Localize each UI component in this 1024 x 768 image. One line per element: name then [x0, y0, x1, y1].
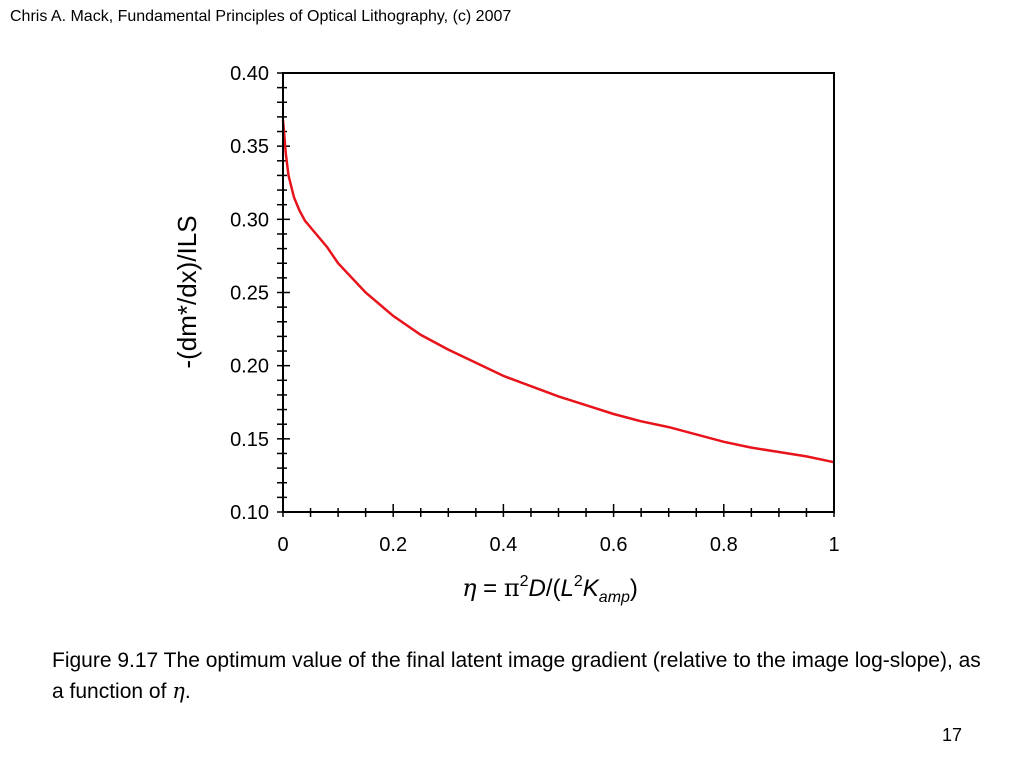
eta-symbol: η: [172, 679, 185, 703]
y-tick-label: 0.10: [230, 502, 269, 524]
y-tick-label: 0.25: [230, 283, 269, 305]
x-tick-label: 0.2: [379, 534, 407, 556]
data-line: [281, 119, 835, 464]
y-tick-label: 0.35: [230, 136, 269, 158]
l-symbol: L: [561, 575, 574, 602]
x-tick-labels: 0 0.2 0.4 0.6 0.8 1: [277, 534, 839, 556]
equals-sign: =: [476, 575, 503, 602]
y-tick-labels: 0.10 0.15 0.20 0.25 0.30 0.35 0.40: [230, 63, 269, 524]
slide-header: Chris A. Mack, Fundamental Principles of…: [10, 8, 512, 25]
subscript-amp: amp: [599, 589, 630, 606]
d-symbol: D: [529, 575, 546, 602]
x-tick-label: 1: [828, 534, 839, 556]
chart: 0.100.150.200.250.300.350.40 0 0.2 0.4 0.6 0…: [172, 63, 840, 606]
page-number: 17: [941, 725, 962, 745]
pi-symbol: π: [504, 574, 520, 602]
y-tick-label: 0.30: [230, 209, 269, 231]
y-axis-label: -(dm*/dx)/ILS: [172, 215, 202, 368]
x-tick-label: 0.8: [710, 534, 738, 556]
y-tick-label: 0.20: [230, 356, 269, 378]
caption-text: Figure 9.17 The optimum value of the fin…: [52, 649, 981, 703]
x-axis-ticks: [282, 504, 835, 517]
separator: /(: [546, 575, 561, 602]
superscript: 2: [574, 573, 583, 590]
x-axis-label: η = π2D/(L2Kamp): [462, 573, 638, 606]
figure-caption: Figure 9.17 The optimum value of the fin…: [52, 646, 982, 707]
plot-frame: [282, 72, 835, 513]
y-tick-label: 0.40: [230, 63, 269, 85]
caption-end: .: [184, 680, 191, 703]
eta-symbol: η: [462, 574, 477, 602]
k-symbol: K: [583, 575, 600, 602]
closing-paren: ): [630, 575, 638, 602]
superscript: 2: [520, 573, 529, 590]
x-tick-label: 0: [277, 534, 288, 556]
y-tick-label: 0.15: [230, 429, 269, 451]
x-tick-label: 0.6: [600, 534, 628, 556]
x-tick-label: 0.4: [489, 534, 517, 556]
